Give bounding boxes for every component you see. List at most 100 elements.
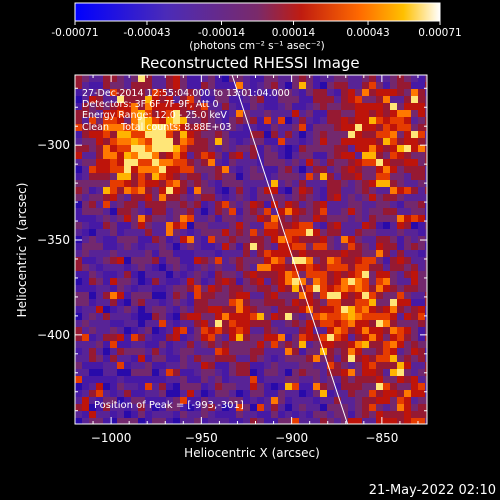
heatmap-cell xyxy=(243,159,250,166)
heatmap-cell xyxy=(299,299,306,306)
heatmap-cell xyxy=(124,117,131,124)
heatmap-cell xyxy=(131,222,138,229)
heatmap-cell xyxy=(138,306,145,313)
heatmap-cell xyxy=(348,313,355,320)
heatmap-cell xyxy=(369,117,376,124)
heatmap-cell xyxy=(124,271,131,278)
heatmap-cell xyxy=(138,320,145,327)
heatmap-cell xyxy=(355,292,362,299)
heatmap-cell xyxy=(334,306,341,313)
heatmap-cell xyxy=(418,264,425,271)
heatmap-cell xyxy=(418,89,425,96)
heatmap-cell xyxy=(327,250,334,257)
heatmap-cell xyxy=(138,250,145,257)
heatmap-cell xyxy=(96,313,103,320)
heatmap-cell xyxy=(236,278,243,285)
heatmap-cell xyxy=(418,124,425,131)
y-tick-label: −300 xyxy=(37,138,70,152)
heatmap-cell xyxy=(89,320,96,327)
heatmap-cell xyxy=(341,187,348,194)
heatmap-cell xyxy=(138,327,145,334)
heatmap-cell xyxy=(194,145,201,152)
heatmap-cell xyxy=(180,152,187,159)
heatmap-cell xyxy=(173,124,180,131)
heatmap-cell xyxy=(110,159,117,166)
heatmap-cell xyxy=(404,103,411,110)
heatmap-cell xyxy=(250,278,257,285)
heatmap-cell xyxy=(124,278,131,285)
heatmap-cell xyxy=(152,264,159,271)
heatmap-cell xyxy=(278,124,285,131)
heatmap-cell xyxy=(362,313,369,320)
heatmap-cell xyxy=(124,355,131,362)
heatmap-cell xyxy=(348,131,355,138)
heatmap-cell xyxy=(341,292,348,299)
heatmap-cell xyxy=(215,166,222,173)
heatmap-cell xyxy=(159,89,166,96)
heatmap-cell xyxy=(215,208,222,215)
heatmap-cell xyxy=(96,327,103,334)
heatmap-cell xyxy=(292,222,299,229)
heatmap-cell xyxy=(397,404,404,411)
heatmap-cell xyxy=(355,201,362,208)
heatmap-cell xyxy=(89,271,96,278)
heatmap-cell xyxy=(187,418,194,424)
heatmap-cell xyxy=(201,257,208,264)
heatmap-cell xyxy=(75,229,82,236)
heatmap-cell xyxy=(194,271,201,278)
heatmap-cell xyxy=(89,306,96,313)
heatmap-cell xyxy=(313,376,320,383)
heatmap-cell xyxy=(257,250,264,257)
heatmap-cell xyxy=(257,243,264,250)
heatmap-cell xyxy=(285,82,292,89)
heatmap-cell xyxy=(236,355,243,362)
heatmap-cell xyxy=(173,257,180,264)
heatmap-cell xyxy=(180,159,187,166)
heatmap-cell xyxy=(159,383,166,390)
heatmap-cell xyxy=(222,271,229,278)
heatmap-cell xyxy=(278,362,285,369)
heatmap-cell xyxy=(138,411,145,418)
heatmap-cell xyxy=(404,194,411,201)
heatmap-cell xyxy=(411,292,418,299)
heatmap-cell xyxy=(201,222,208,229)
heatmap-cell xyxy=(299,194,306,201)
heatmap-cell xyxy=(89,411,96,418)
heatmap-cell xyxy=(376,117,383,124)
heatmap-cell xyxy=(159,152,166,159)
x-tick-label: −950 xyxy=(185,431,218,445)
heatmap-cell xyxy=(327,173,334,180)
heatmap-cell xyxy=(278,278,285,285)
heatmap-cell xyxy=(320,243,327,250)
heatmap-cell xyxy=(299,159,306,166)
heatmap-cell xyxy=(166,82,173,89)
heatmap-cell xyxy=(236,103,243,110)
heatmap-cell xyxy=(334,362,341,369)
heatmap-cell xyxy=(320,166,327,173)
heatmap-cell xyxy=(110,278,117,285)
heatmap-cell xyxy=(334,271,341,278)
heatmap-cell xyxy=(383,257,390,264)
heatmap-cell xyxy=(222,285,229,292)
heatmap-cell xyxy=(82,96,89,103)
heatmap-cell xyxy=(103,313,110,320)
heatmap-cell xyxy=(152,369,159,376)
heatmap-cell xyxy=(264,250,271,257)
heatmap-cell xyxy=(201,110,208,117)
heatmap-cell xyxy=(215,201,222,208)
heatmap-cell xyxy=(152,257,159,264)
heatmap-cell xyxy=(131,390,138,397)
heatmap-cell xyxy=(187,355,194,362)
heatmap-cell xyxy=(390,376,397,383)
heatmap-cell xyxy=(222,299,229,306)
heatmap-cell xyxy=(75,264,82,271)
heatmap-cell xyxy=(194,376,201,383)
heatmap-cell xyxy=(425,159,427,166)
heatmap-cell xyxy=(348,292,355,299)
heatmap-cell xyxy=(166,75,173,82)
heatmap-cell xyxy=(152,194,159,201)
heatmap-cell xyxy=(194,243,201,250)
heatmap-cell xyxy=(89,243,96,250)
heatmap-cell xyxy=(152,376,159,383)
heatmap-cell xyxy=(257,110,264,117)
